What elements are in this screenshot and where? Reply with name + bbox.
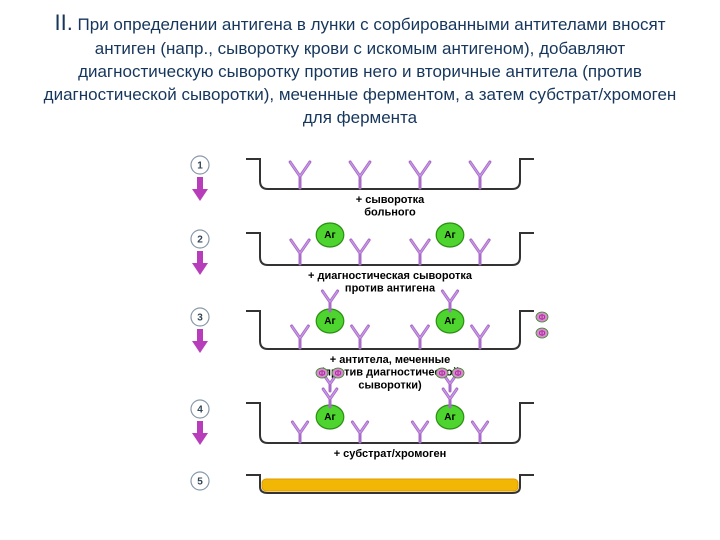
elisa-diagram: 1 + сывороткабольного 2 Аг Аг + диагностическ… (160, 155, 560, 535)
svg-text:Ф: Ф (539, 329, 546, 338)
svg-text:Аг: Аг (444, 316, 455, 327)
svg-text:Аг: Аг (324, 230, 335, 241)
svg-text:5: 5 (197, 477, 203, 488)
svg-text:2: 2 (197, 235, 203, 246)
svg-text:Ф: Ф (439, 369, 446, 378)
svg-text:+ сывороткабольного: + сывороткабольного (356, 194, 425, 219)
svg-text:3: 3 (197, 313, 203, 324)
svg-text:Ф: Ф (455, 369, 462, 378)
svg-text:+ диагностическая сывороткапро: + диагностическая сывороткапротив антиге… (308, 270, 473, 295)
slide-title: II. При определении антигена в лунки с с… (40, 8, 680, 129)
svg-text:Аг: Аг (444, 230, 455, 241)
svg-text:Аг: Аг (324, 316, 335, 327)
title-lead: II. (54, 10, 72, 35)
svg-text:Ф: Ф (539, 313, 546, 322)
title-text: При определении антигена в лунки с сорби… (44, 15, 677, 127)
svg-text:1: 1 (197, 161, 203, 172)
svg-text:Ф: Ф (319, 369, 326, 378)
svg-text:Аг: Аг (444, 412, 455, 423)
svg-text:Ф: Ф (335, 369, 342, 378)
svg-text:4: 4 (197, 405, 203, 416)
svg-text:Аг: Аг (324, 412, 335, 423)
svg-text:+ субстрат/хромоген: + субстрат/хромоген (334, 448, 447, 460)
